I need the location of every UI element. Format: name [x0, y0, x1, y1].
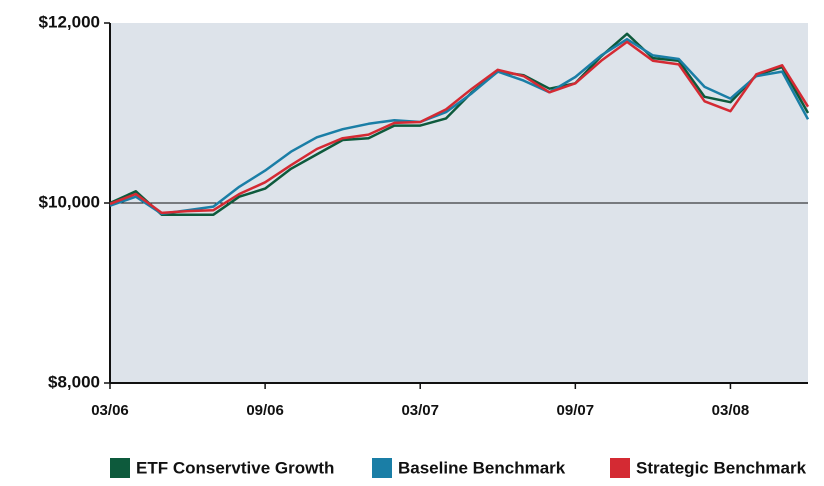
y-tick-label: $8,000: [48, 372, 100, 391]
legend-swatch: [610, 458, 630, 478]
legend-swatch: [372, 458, 392, 478]
x-tick-label: 09/07: [557, 402, 595, 419]
line-series: [109, 37, 810, 216]
y-tick-label: $10,000: [39, 192, 100, 211]
y-tick-label: $12,000: [39, 12, 100, 31]
legend-swatch: [110, 458, 130, 478]
x-tick-label: 03/06: [91, 402, 129, 419]
legend-label: Strategic Benchmark: [636, 458, 807, 477]
x-tick-label: 03/08: [712, 402, 750, 419]
legend-label: Baseline Benchmark: [398, 458, 566, 477]
line-series: [109, 32, 810, 216]
legend-label: ETF Conservtive Growth: [136, 458, 334, 477]
x-tick-label: 03/07: [401, 402, 439, 419]
x-tick-label: 09/06: [246, 402, 284, 419]
line-series: [109, 40, 810, 215]
